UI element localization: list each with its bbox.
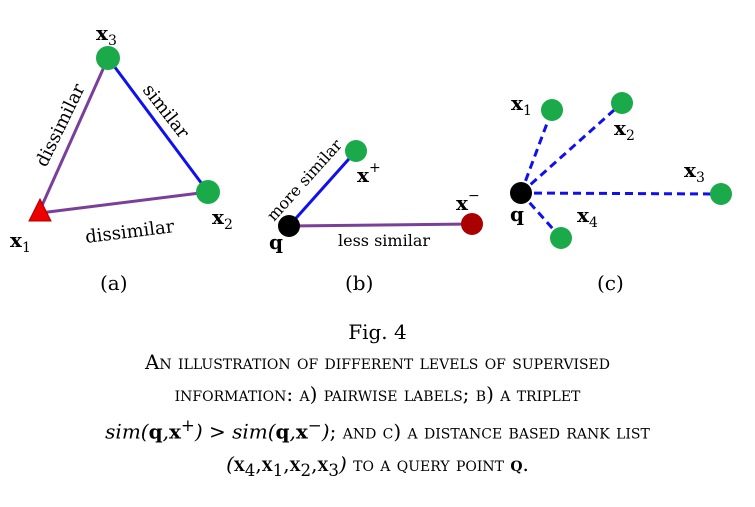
panel-a-label: (a) xyxy=(100,271,128,295)
caption-line-4-rest: to a query point xyxy=(346,451,511,476)
panel-b: q x+ x− more similar less similar (b) xyxy=(263,135,483,295)
x2-label-c: x2 xyxy=(614,116,635,144)
caption-x3: x xyxy=(317,451,329,476)
caption-line-3: sim(q,x+) > sim(q,x−); and c) a distance… xyxy=(0,410,755,448)
caption-xminus-sup: − xyxy=(307,416,322,435)
edge-q-x2 xyxy=(520,101,623,195)
q-node xyxy=(278,215,300,237)
caption-close: ) xyxy=(338,451,347,476)
caption-line-4: (x4,x1,x2,x3) to a query point q. xyxy=(0,448,755,487)
x3-label-c: x3 xyxy=(684,158,705,186)
x3-node xyxy=(96,46,120,70)
caption-x1-sub: 1 xyxy=(272,460,284,480)
x4-node-c xyxy=(550,227,572,249)
caption-comma-1: , xyxy=(162,419,169,444)
x3-label: x3 xyxy=(96,21,117,49)
caption-x2-sub: 2 xyxy=(300,460,312,480)
edge-q-xplus xyxy=(287,150,358,227)
edge-x3-x2 xyxy=(106,57,210,193)
caption-x4-sub: 4 xyxy=(244,460,256,480)
xminus-label: x− xyxy=(456,188,480,215)
figure-illustration: x3 x1 x2 dissimilar similar dissimilar (… xyxy=(10,21,732,295)
caption-close-paren: ) xyxy=(321,419,330,444)
xminus-node xyxy=(461,213,483,235)
caption-c3: , xyxy=(311,451,318,476)
edge-q-x1 xyxy=(519,109,554,194)
caption-line-1: An illustration of different levels of s… xyxy=(144,350,611,374)
caption-comma-2: , xyxy=(289,419,296,444)
caption-xplus: x xyxy=(168,419,181,444)
x3-node-c xyxy=(710,183,732,205)
caption-x3-sub: 3 xyxy=(328,460,339,480)
q-node-c xyxy=(510,182,532,204)
panel-c-label: (c) xyxy=(597,271,624,295)
edge-x1-x3 xyxy=(38,57,110,211)
x1-label-c: x1 xyxy=(511,91,532,119)
panel-b-label: (b) xyxy=(345,271,373,295)
q-label-c: q xyxy=(510,202,524,226)
xplus-label: x+ xyxy=(357,160,381,187)
caption-period: . xyxy=(522,451,529,476)
edge-q-x4 xyxy=(519,192,563,239)
caption-x2: x xyxy=(289,451,301,476)
x1-label: x1 xyxy=(10,228,31,256)
edge-label-x1-x2: dissimilar xyxy=(84,216,176,248)
caption-open: ( xyxy=(226,451,234,476)
caption-gt: ) > sim( xyxy=(194,419,276,444)
caption-x4: x xyxy=(233,451,245,476)
edge-x1-x2 xyxy=(39,190,209,215)
caption-x1: x xyxy=(261,451,273,476)
caption-sim-1: sim( xyxy=(105,419,149,444)
q-label-b: q xyxy=(269,230,283,254)
x2-label: x2 xyxy=(212,205,233,233)
edge-label-less-similar: less similar xyxy=(338,231,430,250)
caption-xplus-sup: + xyxy=(180,416,195,435)
x2-node-c xyxy=(611,92,633,114)
caption-c1: , xyxy=(255,451,262,476)
x4-label-c: x4 xyxy=(577,203,598,231)
figure-caption: Fig. 4 An illustration of different leve… xyxy=(0,310,755,487)
x2-node xyxy=(196,180,220,204)
caption-q-1: q xyxy=(148,419,163,444)
caption-line-2: information: a) pairwise labels; b) a tr… xyxy=(174,382,581,406)
figure-number: Fig. 4 xyxy=(348,320,407,344)
x1-triangle-node xyxy=(28,197,52,222)
edge-label-x1-x3: dissimilar xyxy=(32,80,90,170)
edge-q-xminus xyxy=(288,222,473,228)
edge-q-x3 xyxy=(520,191,722,196)
caption-line-3-rest: ; and c) a distance based rank list xyxy=(329,419,650,444)
caption-c2: , xyxy=(283,451,290,476)
panel-c: q x1 x2 x3 x4 (c) xyxy=(510,91,732,295)
caption-xminus: x xyxy=(295,419,308,444)
caption-q-2: q xyxy=(275,419,290,444)
panel-a: x3 x1 x2 dissimilar similar dissimilar (… xyxy=(10,21,233,295)
xplus-node xyxy=(345,140,367,162)
x1-node-c xyxy=(541,99,563,121)
caption-q-query: q xyxy=(510,451,523,476)
edge-label-more-similar: more similar xyxy=(263,135,346,224)
